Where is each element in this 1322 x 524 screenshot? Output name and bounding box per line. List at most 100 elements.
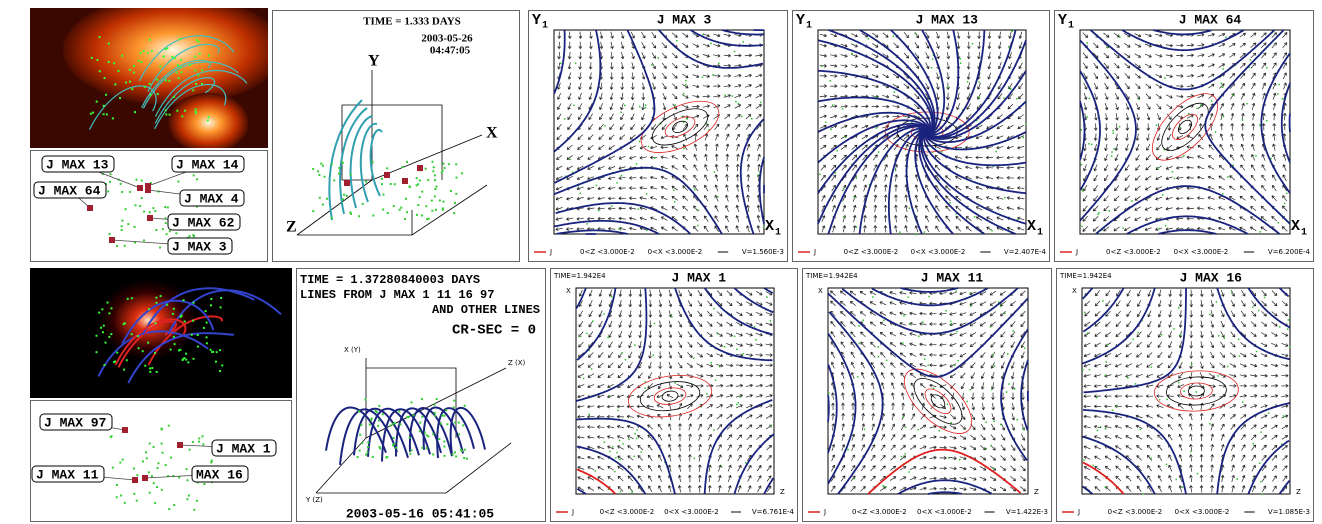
field-arrow	[765, 343, 773, 347]
field-arrow	[1209, 403, 1215, 410]
particle	[1215, 301, 1218, 303]
field-arrow	[851, 33, 858, 38]
field-arrow	[608, 155, 616, 160]
particle	[393, 443, 396, 446]
field-arrow	[704, 143, 709, 151]
field-arrow	[1261, 475, 1267, 482]
particle	[123, 368, 126, 371]
field-arrow	[1198, 133, 1204, 141]
field-arrow	[831, 413, 835, 421]
particle	[653, 157, 656, 159]
field-arrow	[626, 394, 634, 399]
field-arrow	[736, 434, 743, 441]
field-arrow	[597, 455, 605, 460]
field-arrow	[620, 62, 625, 70]
field-arrow	[1282, 42, 1288, 49]
field-arrow	[1000, 351, 1006, 359]
field-arrow	[687, 474, 692, 483]
field-arrow	[1155, 64, 1163, 68]
particle	[1119, 36, 1121, 38]
field-arrow	[588, 113, 593, 120]
field-arrow	[744, 94, 752, 99]
field-arrow	[870, 361, 876, 369]
field-arrow	[641, 42, 646, 49]
field-arrow	[869, 301, 877, 306]
field-arrow	[678, 289, 683, 297]
particle	[1222, 68, 1224, 70]
particle	[713, 429, 715, 431]
field-arrow	[1200, 320, 1204, 328]
field-arrow	[1271, 32, 1278, 38]
field-arrow	[671, 73, 678, 79]
field-arrow	[1261, 82, 1266, 90]
field-arrow	[949, 487, 957, 491]
field-arrow	[1240, 352, 1247, 358]
field-arrow	[677, 485, 682, 493]
field-arrow	[1210, 299, 1215, 308]
field-arrow	[1104, 103, 1109, 111]
field-arrow	[840, 74, 848, 78]
field-arrow	[1103, 32, 1110, 38]
field-arrow	[647, 424, 654, 430]
field-arrow	[620, 113, 625, 121]
field-arrow	[745, 353, 753, 357]
field-arrow	[841, 164, 847, 171]
field-arrow	[863, 225, 867, 233]
field-arrow	[1147, 310, 1152, 318]
streamline	[1278, 480, 1291, 495]
particle	[686, 118, 688, 120]
particle	[175, 232, 178, 235]
field-arrow	[736, 311, 743, 316]
particle	[1164, 224, 1167, 227]
streamline	[739, 118, 765, 235]
field-arrow	[859, 311, 866, 317]
field-arrow	[830, 154, 837, 161]
field-arrow	[607, 373, 614, 378]
particle	[432, 170, 435, 173]
field-arrow	[692, 114, 700, 119]
field-arrow	[1282, 174, 1287, 182]
field-arrow	[1229, 414, 1236, 420]
streamline	[576, 468, 617, 495]
field-arrow	[671, 32, 678, 38]
particle	[1248, 66, 1250, 69]
field-arrow	[736, 143, 740, 151]
field-arrow	[1229, 53, 1236, 58]
field-arrow	[599, 31, 604, 39]
field-arrow	[638, 341, 642, 349]
particle	[1011, 30, 1014, 32]
field-arrow	[889, 332, 897, 337]
field-arrow	[967, 31, 971, 39]
particle	[375, 411, 378, 414]
particle	[147, 471, 150, 474]
field-arrow	[1186, 53, 1194, 58]
field-arrow	[1083, 154, 1087, 162]
field-arrow	[627, 383, 634, 389]
field-arrow	[894, 194, 898, 202]
streamline	[733, 287, 774, 314]
field-arrow	[639, 196, 647, 200]
field-arrow	[617, 435, 624, 439]
field-arrow	[682, 83, 689, 89]
field-arrow	[1283, 113, 1287, 121]
field-arrow	[1261, 290, 1267, 297]
field-arrow	[706, 321, 713, 327]
field-arrow	[1103, 216, 1110, 222]
particle	[190, 333, 193, 336]
particle	[102, 324, 105, 327]
field-arrow	[1105, 290, 1111, 297]
field-arrow	[588, 62, 593, 70]
field-arrow	[966, 72, 971, 80]
particle	[1158, 227, 1161, 230]
streamline	[900, 287, 959, 293]
field-arrow	[620, 82, 624, 90]
particle	[398, 410, 401, 413]
field-arrow	[641, 82, 646, 90]
field-line	[353, 407, 409, 459]
field-arrow	[577, 455, 585, 460]
field-arrow	[735, 383, 744, 388]
field-arrow	[1157, 289, 1162, 297]
field-arrow	[1220, 331, 1225, 338]
field-arrow	[1250, 353, 1258, 358]
axis-label: Y (Z)	[305, 496, 323, 504]
